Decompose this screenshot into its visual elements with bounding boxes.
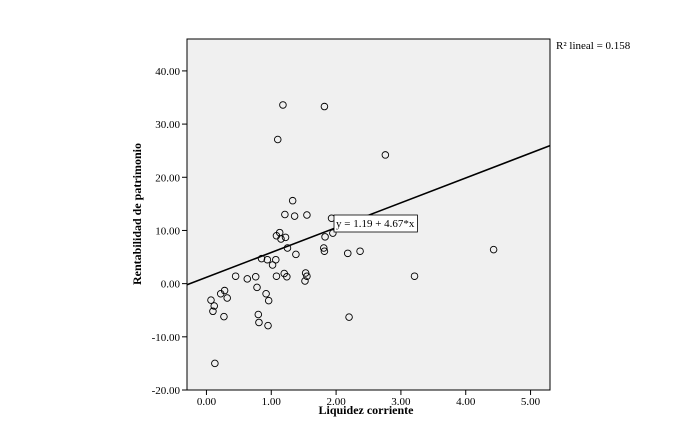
data-point <box>210 302 218 310</box>
x-tick-label: 4.00 <box>456 396 476 408</box>
y-tick-label: -20.00 <box>152 385 181 397</box>
data-point <box>288 196 297 205</box>
data-point <box>329 229 337 237</box>
data-point <box>345 313 353 321</box>
data-point <box>489 245 498 254</box>
data-point <box>344 249 352 258</box>
y-tick-label: 20.00 <box>155 172 180 184</box>
data-point <box>253 283 261 292</box>
data-point <box>356 247 364 255</box>
x-axis-ticks: 0.00 1.00 2.00 3.00 4.00 5.00 <box>197 390 541 408</box>
data-point <box>262 289 270 298</box>
r-squared-label: R² lineal = 0.158 <box>556 40 631 52</box>
data-point <box>281 210 289 219</box>
data-point <box>209 307 217 316</box>
data-point <box>231 272 240 280</box>
x-tick-label: 0.00 <box>197 396 217 408</box>
data-point <box>220 286 229 295</box>
y-tick-label: 30.00 <box>155 119 180 131</box>
data-point <box>381 151 390 159</box>
y-axis-ticks: -20.00 -10.00 0.00 10.00 20.00 30.00 40.00 <box>152 66 187 397</box>
fit-equation-label: y = 1.19 + 4.67*x <box>336 218 415 230</box>
x-tick-label: 3.00 <box>391 396 411 408</box>
fit-equation-border <box>333 214 418 233</box>
data-point <box>263 255 272 264</box>
data-point <box>211 359 219 368</box>
data-point <box>303 272 311 280</box>
data-point <box>277 235 285 243</box>
x-tick-label: 2.00 <box>326 396 346 408</box>
data-point <box>303 211 311 219</box>
data-point <box>255 318 263 327</box>
data-point <box>268 261 277 269</box>
y-tick-label: 0.00 <box>161 279 181 291</box>
data-point <box>281 233 290 242</box>
data-point <box>320 102 329 111</box>
fit-equation-box: y = 1.19 + 4.67*x <box>333 214 418 233</box>
data-point <box>279 101 287 109</box>
data-point <box>207 296 215 304</box>
data-point <box>243 275 252 283</box>
data-point <box>292 250 300 259</box>
x-tick-label: 5.00 <box>521 396 541 408</box>
data-point <box>251 272 260 281</box>
data-point <box>320 247 329 255</box>
y-tick-label: -10.00 <box>152 332 181 344</box>
data-point <box>410 272 419 280</box>
data-point <box>274 135 282 144</box>
data-point <box>264 321 272 330</box>
data-point <box>272 272 281 280</box>
y-axis-title: Rentabilidad de patrimonio <box>130 143 144 285</box>
data-point <box>290 212 299 220</box>
data-point <box>223 294 231 302</box>
y-tick-label: 40.00 <box>155 66 180 78</box>
data-point <box>220 312 228 321</box>
data-point <box>283 272 291 281</box>
data-point <box>321 233 329 241</box>
x-axis-title: Liquidez corriente <box>319 403 415 417</box>
x-tick-label: 1.00 <box>262 396 282 408</box>
data-point <box>254 310 263 319</box>
data-point <box>320 244 328 252</box>
data-point <box>301 277 309 285</box>
data-point <box>272 255 280 264</box>
y-tick-label: 10.00 <box>155 225 180 237</box>
data-point <box>301 269 310 277</box>
data-point <box>264 296 273 305</box>
